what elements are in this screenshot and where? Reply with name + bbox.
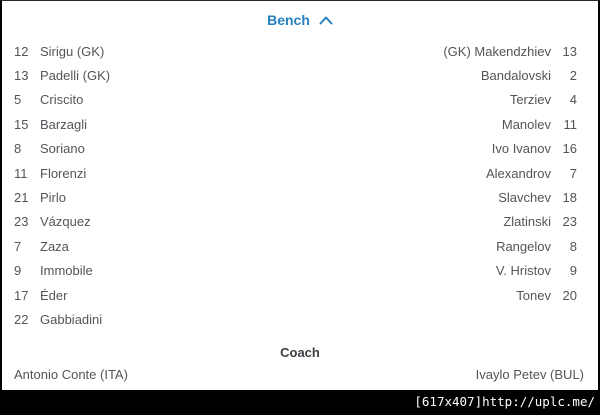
bench-section-toggle[interactable]: Bench xyxy=(2,1,598,39)
player-name[interactable]: Immobile xyxy=(40,263,93,279)
player-name[interactable]: V. Hristov xyxy=(495,263,551,279)
player-number: 18 xyxy=(562,190,577,206)
away-bench-list: (GK) Makendzhiev 13 Bandalovski 2 Terziev 4 Ma… xyxy=(300,39,598,332)
bench-player-row: V. Hristov 9 xyxy=(300,259,598,283)
player-number: 11 xyxy=(14,165,28,181)
bench-player-row: 13 Padelli (GK) xyxy=(2,63,300,87)
player-number: 23 xyxy=(562,214,577,230)
player-number: 17 xyxy=(14,287,29,303)
player-number: 12 xyxy=(14,43,29,59)
bench-player-row: 11 Florenzi xyxy=(2,161,300,185)
player-name[interactable]: Zaza xyxy=(40,238,69,254)
bench-title: Bench xyxy=(267,12,310,28)
player-number: 15 xyxy=(14,116,29,132)
player-number: 9 xyxy=(569,263,577,279)
bench-lists: 12 Sirigu (GK) 13 Padelli (GK) 5 Criscito 15 Ba… xyxy=(2,39,598,332)
player-name[interactable]: Rangelov xyxy=(496,238,551,254)
player-number: 8 xyxy=(14,141,22,157)
player-number: 7 xyxy=(569,165,577,181)
player-name[interactable]: Terziev xyxy=(509,92,551,108)
player-number: 7 xyxy=(14,238,22,254)
bench-player-row: 22 Gabbiadini xyxy=(2,307,300,331)
player-name[interactable]: Bandalovski xyxy=(480,68,551,84)
player-number: 22 xyxy=(14,311,29,327)
player-number: 13 xyxy=(562,43,577,59)
player-number: 21 xyxy=(14,190,29,206)
player-number: 5 xyxy=(14,92,22,108)
player-name[interactable]: Soriano xyxy=(40,141,85,157)
player-number: 11 xyxy=(563,116,578,132)
player-name[interactable]: Florenzi xyxy=(40,165,87,181)
bench-player-row: 17 Éder xyxy=(2,283,300,307)
player-name[interactable]: Criscito xyxy=(40,92,84,108)
watermark-bar: [617x407]http://uplc.me/ xyxy=(2,390,598,413)
bench-player-row: Rangelov 8 xyxy=(300,234,598,258)
bench-player-row: Slavchev 18 xyxy=(300,185,598,209)
player-number: 20 xyxy=(562,287,577,303)
bench-player-row: Tonev 20 xyxy=(300,283,598,307)
bench-player-row: Alexandrov 7 xyxy=(300,161,598,185)
bench-player-row: Manolev 11 xyxy=(300,112,598,136)
bench-player-row: Zlatinski 23 xyxy=(300,210,598,234)
bench-player-row: 5 Criscito xyxy=(2,88,300,112)
player-name[interactable]: Barzagli xyxy=(40,116,87,132)
player-number: 8 xyxy=(569,238,577,254)
watermark-text: [617x407]http://uplc.me/ xyxy=(414,394,595,409)
away-coach-name[interactable]: Ivaylo Petev (BUL) xyxy=(475,367,584,383)
player-name[interactable]: Padelli (GK) xyxy=(40,68,111,84)
player-name[interactable]: Ivo Ivanov xyxy=(491,141,551,157)
bench-player-row: 8 Soriano xyxy=(2,137,300,161)
bench-player-row: Terziev 4 xyxy=(300,88,598,112)
player-name[interactable]: Zlatinski xyxy=(503,214,551,230)
player-number: 2 xyxy=(569,68,577,84)
home-bench-list: 12 Sirigu (GK) 13 Padelli (GK) 5 Criscito 15 Ba… xyxy=(2,39,300,332)
home-coach-name[interactable]: Antonio Conte (ITA) xyxy=(14,367,128,383)
bench-player-row: 9 Immobile xyxy=(2,259,300,283)
player-name[interactable]: Pirlo xyxy=(40,190,67,206)
player-name[interactable]: Slavchev xyxy=(498,190,551,206)
player-number: 23 xyxy=(14,214,29,230)
chevron-up-icon xyxy=(319,16,333,24)
player-name[interactable]: (GK) Makendzhiev xyxy=(443,43,551,59)
player-name[interactable]: Sirigu (GK) xyxy=(40,43,105,59)
player-number: 4 xyxy=(569,92,577,108)
player-name[interactable]: Manolev xyxy=(501,116,551,132)
player-name[interactable]: Alexandrov xyxy=(485,165,551,181)
player-number: 13 xyxy=(14,68,29,84)
bench-player-row: 21 Pirlo xyxy=(2,185,300,209)
player-name[interactable]: Vázquez xyxy=(40,214,91,230)
player-name[interactable]: Tonev xyxy=(516,287,551,303)
player-name[interactable]: Gabbiadini xyxy=(40,311,103,327)
coach-section-title: Coach xyxy=(280,344,320,360)
bench-player-row: 7 Zaza xyxy=(2,234,300,258)
bench-player-row: 23 Vázquez xyxy=(2,210,300,234)
bench-player-row: Ivo Ivanov 16 xyxy=(300,137,598,161)
coach-row: Antonio Conte (ITA) Ivaylo Petev (BUL) xyxy=(2,366,598,384)
bench-player-row: (GK) Makendzhiev 13 xyxy=(300,39,598,63)
player-number: 9 xyxy=(14,263,22,279)
bench-player-row: Bandalovski 2 xyxy=(300,63,598,87)
player-name[interactable]: Éder xyxy=(40,287,68,303)
bench-player-row: 12 Sirigu (GK) xyxy=(2,39,300,63)
player-number: 16 xyxy=(562,141,577,157)
bench-player-row: 15 Barzagli xyxy=(2,112,300,136)
